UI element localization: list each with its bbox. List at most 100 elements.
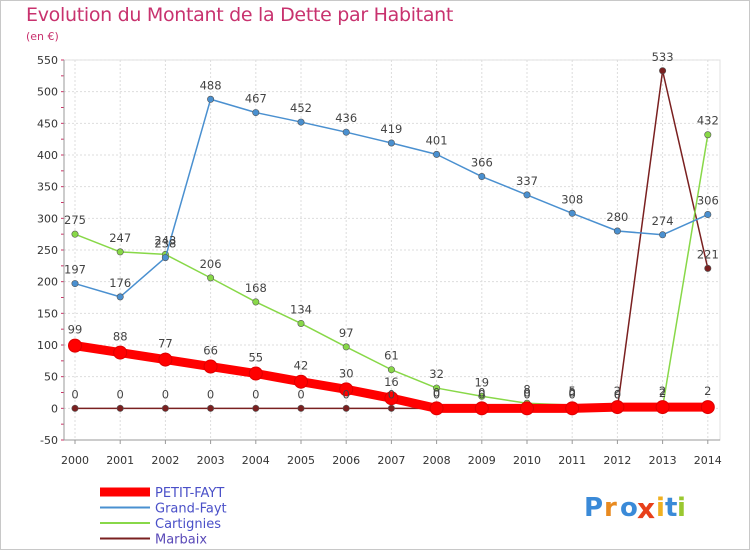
logo-letter: t <box>665 493 677 523</box>
data-label: 19 <box>474 375 489 389</box>
data-point <box>478 392 486 400</box>
data-label: 436 <box>335 111 357 125</box>
data-point <box>252 298 260 306</box>
x-tick-label: 2004 <box>242 454 270 467</box>
data-point <box>339 382 354 397</box>
data-label: 206 <box>200 257 222 271</box>
data-label: 97 <box>339 326 354 340</box>
axes: -500501001502002503003504004505005502000… <box>37 54 722 467</box>
data-label: 55 <box>248 351 263 365</box>
legend-label: PETIT-FAYT <box>155 486 224 501</box>
legend-label: Cartignies <box>155 517 221 532</box>
data-point <box>113 345 128 360</box>
data-point <box>568 209 576 217</box>
data-label: 467 <box>245 92 267 106</box>
data-label: 5 <box>569 384 576 398</box>
x-tick-label: 2006 <box>332 454 360 467</box>
y-tick-label: 500 <box>37 86 58 99</box>
data-point <box>68 338 82 353</box>
data-point <box>71 404 79 412</box>
y-tick-label: 250 <box>37 244 58 257</box>
y-tick-label: 350 <box>37 181 58 194</box>
data-point <box>116 248 124 256</box>
logo-letter: i <box>677 493 686 523</box>
data-label: 274 <box>652 214 674 228</box>
logo-letter: P <box>584 493 603 523</box>
y-tick-label: 300 <box>37 212 58 225</box>
data-point <box>523 191 531 199</box>
data-point <box>613 227 621 235</box>
data-point <box>297 118 305 126</box>
x-tick-label: 2014 <box>694 454 722 467</box>
data-label: 401 <box>426 133 448 147</box>
data-label: 2 <box>614 384 621 398</box>
data-label: 488 <box>200 78 222 92</box>
data-point <box>659 67 667 75</box>
data-point <box>384 391 399 406</box>
data-point <box>297 404 305 412</box>
chart-title: Evolution du Montant de la Dette par Hab… <box>26 4 454 26</box>
data-point <box>704 264 712 272</box>
y-tick-label: 200 <box>37 276 58 289</box>
data-point <box>659 231 667 239</box>
data-label: 0 <box>117 387 124 401</box>
data-label: 337 <box>516 174 538 188</box>
data-label: 2 <box>659 386 666 400</box>
data-label: 0 <box>614 387 621 401</box>
data-label: 0 <box>523 387 530 401</box>
data-label: 0 <box>478 385 485 399</box>
data-label: 308 <box>561 192 583 206</box>
data-label: 77 <box>158 337 173 351</box>
data-point <box>565 401 580 416</box>
data-point <box>474 401 489 416</box>
data-point <box>252 109 260 117</box>
x-tick-label: 2009 <box>468 454 496 467</box>
data-point <box>704 131 712 139</box>
y-tick-label: 50 <box>44 371 58 384</box>
logo-letter: x <box>637 492 655 525</box>
data-label: 0 <box>252 387 259 401</box>
x-tick-label: 2011 <box>558 454 586 467</box>
x-tick-label: 2012 <box>603 454 631 467</box>
data-point <box>207 95 215 103</box>
data-point <box>116 404 124 412</box>
data-point <box>161 404 169 412</box>
data-label: 0 <box>433 387 440 401</box>
data-point <box>116 293 124 301</box>
data-label: 88 <box>113 330 128 344</box>
data-label: 168 <box>245 281 267 295</box>
y-tick-label: 0 <box>51 402 58 415</box>
data-label: 0 <box>388 387 395 401</box>
data-point <box>700 400 715 415</box>
x-tick-label: 2010 <box>513 454 541 467</box>
x-tick-label: 2002 <box>151 454 179 467</box>
data-point <box>252 404 260 412</box>
data-label: 66 <box>203 344 218 358</box>
proxiti-logo: P r o x i t i <box>584 492 686 525</box>
data-label: 221 <box>697 247 719 261</box>
data-point <box>207 404 215 412</box>
data-label: 238 <box>154 237 176 251</box>
data-label: 247 <box>109 231 131 245</box>
data-label: 432 <box>697 114 719 128</box>
data-label: 306 <box>697 194 719 208</box>
series-layer <box>68 67 715 416</box>
data-label: 0 <box>71 387 78 401</box>
data-label: 197 <box>64 263 86 277</box>
data-label: 0 <box>478 387 485 401</box>
legend-label: Grand-Fayt <box>155 502 227 517</box>
data-point <box>520 401 534 416</box>
data-label: 16 <box>384 375 399 389</box>
data-point <box>342 404 350 412</box>
data-label: 99 <box>68 323 83 337</box>
data-label: 0 <box>162 387 169 401</box>
data-label: 61 <box>384 349 399 363</box>
data-point <box>207 274 215 282</box>
data-label: 2 <box>704 384 711 398</box>
data-point <box>294 374 308 389</box>
data-point <box>161 254 169 262</box>
y-tick-label: 550 <box>37 54 58 67</box>
data-label: 0 <box>433 385 440 399</box>
